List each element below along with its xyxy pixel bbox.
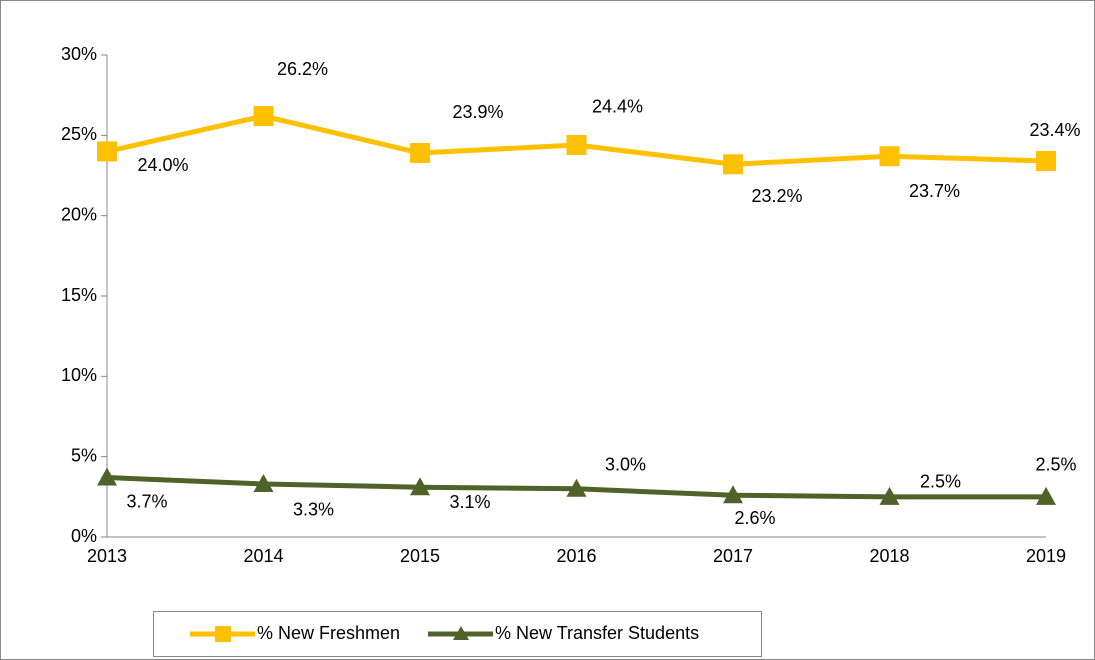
legend-label: % New Freshmen bbox=[257, 623, 400, 643]
y-tick-label: 0% bbox=[71, 526, 97, 546]
y-tick-label: 10% bbox=[61, 365, 97, 385]
x-tick-label: 2014 bbox=[243, 546, 283, 566]
y-tick-label: 20% bbox=[61, 204, 97, 224]
marker bbox=[253, 473, 274, 492]
x-tick-label: 2019 bbox=[1026, 546, 1066, 566]
marker bbox=[1036, 486, 1056, 505]
marker bbox=[253, 106, 274, 127]
marker bbox=[879, 486, 900, 505]
x-tick-label: 2016 bbox=[556, 546, 596, 566]
y-tick-label: 30% bbox=[61, 44, 97, 64]
data-label: 24.0% bbox=[137, 155, 188, 175]
marker bbox=[410, 143, 430, 164]
y-tick-label: 5% bbox=[71, 445, 97, 465]
data-label: 23.4% bbox=[1029, 120, 1080, 140]
marker bbox=[723, 485, 743, 504]
data-label: 2.5% bbox=[1035, 455, 1076, 475]
x-tick-label: 2015 bbox=[400, 546, 440, 566]
data-label: 23.9% bbox=[452, 102, 503, 122]
data-label: 3.0% bbox=[605, 455, 646, 475]
y-tick-label: 15% bbox=[61, 285, 97, 305]
marker bbox=[410, 477, 430, 496]
legend-marker bbox=[453, 626, 469, 640]
marker bbox=[566, 478, 587, 497]
legend-label: % New Transfer Students bbox=[495, 623, 699, 643]
marker bbox=[723, 154, 743, 175]
data-label: 26.2% bbox=[277, 59, 328, 79]
data-label: 3.3% bbox=[293, 500, 334, 520]
data-label: 23.7% bbox=[909, 181, 960, 201]
data-label: 23.2% bbox=[751, 186, 802, 206]
data-label: 24.4% bbox=[592, 97, 643, 117]
legend-marker bbox=[215, 626, 231, 642]
marker bbox=[566, 134, 587, 155]
marker bbox=[1036, 151, 1056, 172]
marker bbox=[879, 146, 900, 167]
data-label: 3.1% bbox=[449, 492, 490, 512]
x-tick-label: 2017 bbox=[713, 546, 753, 566]
data-label: 3.7% bbox=[126, 491, 167, 511]
y-tick-label: 25% bbox=[61, 124, 97, 144]
marker bbox=[97, 467, 117, 486]
x-tick-label: 2013 bbox=[87, 546, 127, 566]
data-label: 2.6% bbox=[734, 508, 775, 528]
marker bbox=[97, 141, 117, 162]
x-tick-label: 2018 bbox=[869, 546, 909, 566]
data-label: 2.5% bbox=[920, 472, 961, 492]
